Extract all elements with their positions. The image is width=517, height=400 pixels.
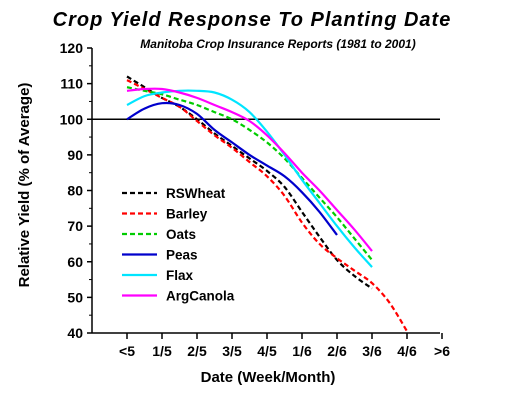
x-tick-label: 4/5 — [257, 343, 277, 359]
y-axis-label: Relative Yield (% of Average) — [16, 83, 33, 288]
y-tick-label: 100 — [60, 111, 84, 127]
x-tick-label: 2/6 — [327, 343, 347, 359]
y-tick-label: 60 — [67, 254, 83, 270]
y-tick-label: 40 — [67, 325, 83, 341]
series-line-argcanola — [126, 87, 373, 252]
x-tick-label: 2/5 — [187, 343, 207, 359]
legend-label-barley: Barley — [166, 207, 208, 222]
y-tick-label: 80 — [67, 183, 83, 199]
series-line-oats — [126, 86, 373, 261]
chart-subtitle: Manitoba Crop Insurance Reports (1981 to… — [140, 37, 415, 51]
x-tick-label: 1/6 — [292, 343, 312, 359]
y-tick-label: 110 — [60, 76, 83, 92]
series-lines — [126, 75, 408, 332]
x-ticks: <5 1/5 2/5 3/5 4/5 1/6 2/6 3/6 4/6 >6 — [119, 333, 450, 359]
legend-label-rswheat: RSWheat — [166, 186, 226, 201]
legend-label-oats: Oats — [166, 227, 196, 242]
x-tick-label: 4/6 — [397, 343, 417, 359]
y-tick-label: 120 — [60, 40, 84, 56]
x-tick-label: <5 — [119, 343, 135, 359]
legend-label-peas: Peas — [166, 248, 198, 263]
series-line-flax — [126, 89, 373, 268]
y-tick-label: 90 — [67, 147, 83, 163]
legend-label-flax: Flax — [166, 268, 194, 283]
series-line-barley — [126, 79, 408, 332]
y-ticks: 40 50 60 70 80 90 100 110 120 — [60, 40, 92, 341]
x-tick-label: 3/6 — [362, 343, 382, 359]
x-axis-label: Date (Week/Month) — [201, 369, 336, 386]
x-tick-label: 3/5 — [222, 343, 242, 359]
chart-title: Crop Yield Response To Planting Date — [53, 9, 452, 31]
series-line-peas — [126, 101, 338, 236]
x-tick-label: 1/5 — [152, 343, 172, 359]
y-tick-label: 50 — [67, 289, 83, 305]
y-tick-label: 70 — [67, 218, 83, 234]
legend-label-argcanola: ArgCanola — [166, 289, 235, 304]
x-tick-label: >6 — [434, 343, 450, 359]
legend: RSWheat Barley Oats Peas Flax ArgCanola — [122, 186, 235, 304]
